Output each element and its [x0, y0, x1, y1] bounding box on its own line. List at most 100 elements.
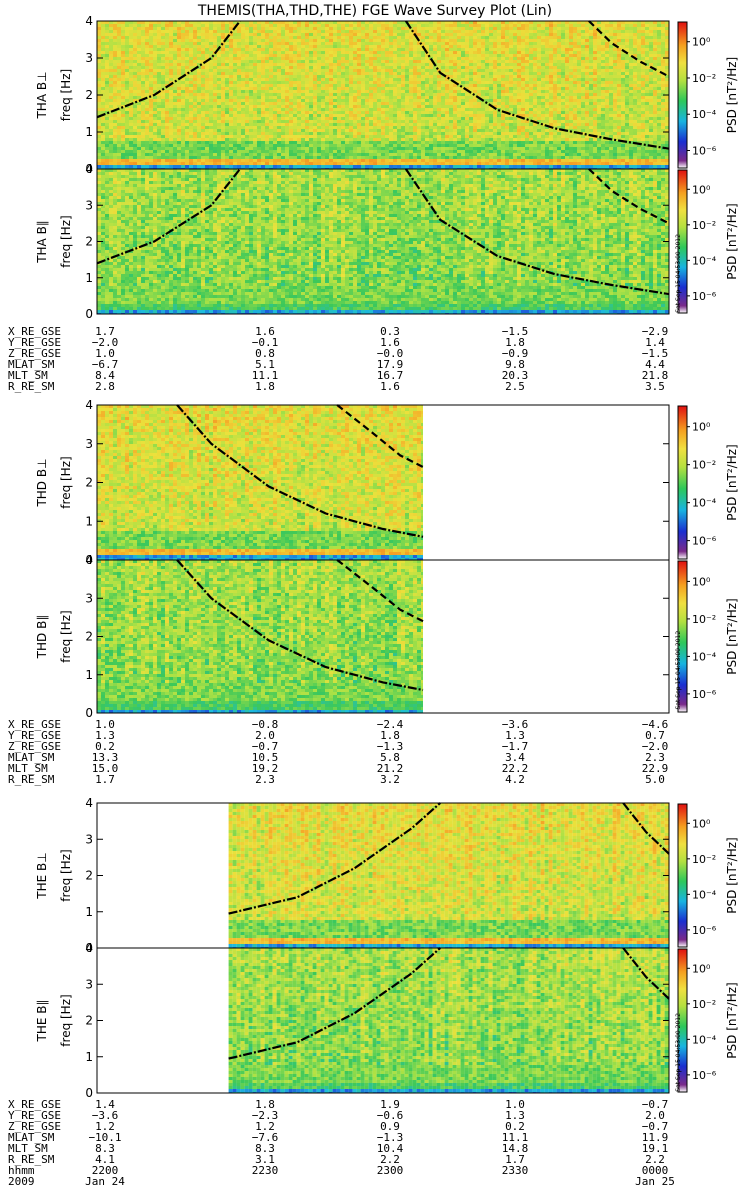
- spectrogram-cells: [229, 948, 669, 1093]
- colorbar-label: PSD [nT²/Hz]: [725, 982, 739, 1058]
- y-tick-label: 2: [85, 476, 93, 490]
- colorbar-tick-label: 10⁻²: [692, 613, 716, 626]
- colorbar-label: PSD [nT²/Hz]: [725, 444, 739, 520]
- ephemeris-table: X_RE_GSE 1.4 1.8 1.9 1.0 −0.7Y_RE_GSE −3.6 −2.3…: [8, 1098, 668, 1166]
- colorbar-label: PSD [nT²/Hz]: [725, 203, 739, 279]
- panel-title: THD B∥: [35, 615, 49, 660]
- y-tick-label: 3: [85, 437, 93, 451]
- time-tick-label: 2300: [377, 1164, 404, 1177]
- spectrogram-cells: [229, 803, 669, 948]
- colorbar-tick-label: 10⁻⁴: [692, 650, 717, 663]
- y-axis-label: freq [Hz]: [59, 849, 73, 901]
- creation-timestamp: Sat Sep 15 04:53:00 2012: [675, 1013, 682, 1092]
- ephemeris-value: 2.8: [95, 380, 115, 393]
- y-tick-label: 1: [85, 271, 93, 285]
- colorbar-tick-label: 10⁻⁴: [692, 888, 717, 901]
- ephemeris-value: 5.0: [645, 773, 665, 786]
- panel-title: THE B∥: [35, 1000, 49, 1043]
- y-tick-label: 4: [85, 398, 93, 412]
- start-date-label: Jan 24: [85, 1175, 125, 1188]
- y-tick-label: 1: [85, 905, 93, 919]
- y-tick-label: 3: [85, 977, 93, 991]
- colorbar-tick-label: 10⁰: [692, 421, 711, 434]
- colorbar-label: PSD [nT²/Hz]: [725, 598, 739, 674]
- colorbar-scale: [678, 406, 687, 559]
- spectrogram-cells: [97, 21, 669, 169]
- colorbar-tick-label: 10⁻⁴: [692, 108, 717, 121]
- y-tick-label: 2: [85, 235, 93, 249]
- time-tick-label: 2330: [502, 1164, 529, 1177]
- ephemeris-value: 3.5: [645, 380, 665, 393]
- colorbar-tick-label: 10⁻²: [692, 853, 716, 866]
- colorbar-tick-label: 10⁰: [692, 183, 711, 196]
- colorbar-label: PSD [nT²/Hz]: [725, 57, 739, 133]
- colorbar-scale: [678, 804, 687, 947]
- y-tick-label: 3: [85, 198, 93, 212]
- y-tick-label: 0: [85, 706, 93, 720]
- y-tick-label: 2: [85, 88, 93, 102]
- colorbar-tick-label: 10⁻⁶: [692, 1069, 717, 1082]
- ephemeris-row-label: R_RE_SM: [8, 773, 55, 786]
- colorbar-tick-label: 10⁻⁶: [692, 290, 717, 303]
- y-axis-label: freq [Hz]: [59, 994, 73, 1046]
- colorbar-tick-label: 10⁻²: [692, 998, 716, 1011]
- time-tick-label: 2230: [252, 1164, 279, 1177]
- y-tick-label: 4: [85, 553, 93, 567]
- ephemeris-value: 2.5: [505, 380, 525, 393]
- ephemeris-value: 3.2: [380, 773, 400, 786]
- ephemeris-value: 4.2: [505, 773, 525, 786]
- spectrogram-cells: [97, 405, 423, 560]
- ephemeris-value: 1.7: [95, 773, 115, 786]
- ephemeris-table: X_RE_GSE 1.0 −0.8 −2.4 −3.6 −4.6Y_RE_GSE 1.3 2.…: [8, 718, 668, 786]
- colorbar-tick-label: 10⁻⁴: [692, 497, 717, 510]
- colorbar-scale: [678, 22, 687, 168]
- y-tick-label: 4: [85, 14, 93, 28]
- y-tick-label: 1: [85, 514, 93, 528]
- y-tick-label: 2: [85, 869, 93, 883]
- colorbar-tick-label: 10⁰: [692, 36, 711, 49]
- colorbar-tick-label: 10⁻⁶: [692, 145, 717, 158]
- colorbar-tick-label: 10⁻⁶: [692, 535, 717, 548]
- panel-title: THA B⊥: [35, 71, 49, 119]
- colorbar-tick-label: 10⁰: [692, 575, 711, 588]
- spectrogram-cells: [97, 560, 423, 713]
- y-tick-label: 3: [85, 832, 93, 846]
- y-tick-label: 1: [85, 125, 93, 139]
- y-tick-label: 3: [85, 591, 93, 605]
- y-tick-label: 3: [85, 51, 93, 65]
- ephemeris-row-label: R_RE_SM: [8, 380, 55, 393]
- year-label: 2009: [8, 1175, 35, 1188]
- y-axis-label: freq [Hz]: [59, 456, 73, 508]
- panel-title: THD B⊥: [35, 458, 49, 507]
- spectrogram-cells: [97, 169, 669, 314]
- colorbar-tick-label: 10⁻⁴: [692, 254, 717, 267]
- y-tick-label: 2: [85, 1014, 93, 1028]
- colorbar-label: PSD [nT²/Hz]: [725, 837, 739, 913]
- creation-timestamp: Sat Sep 15 04:53:00 2012: [675, 631, 682, 710]
- colorbar-tick-label: 10⁰: [692, 817, 711, 830]
- y-tick-label: 4: [85, 162, 93, 176]
- y-tick-label: 1: [85, 668, 93, 682]
- end-date-label: Jan 25: [635, 1175, 675, 1188]
- y-tick-label: 0: [85, 1086, 93, 1100]
- ephemeris-value: 1.8: [255, 380, 275, 393]
- creation-timestamp: Sat Sep 15 04:53:00 2012: [675, 234, 682, 313]
- y-axis-label: freq [Hz]: [59, 610, 73, 662]
- ephemeris-value: 1.6: [380, 380, 400, 393]
- ephemeris-table: X_RE_GSE 1.7 1.6 0.3 −1.5 −2.9Y_RE_GSE −2.0 −0.…: [8, 325, 668, 393]
- figure-title: THEMIS(THA,THD,THE) FGE Wave Survey Plot…: [197, 3, 552, 19]
- ephemeris-value: 2.3: [255, 773, 275, 786]
